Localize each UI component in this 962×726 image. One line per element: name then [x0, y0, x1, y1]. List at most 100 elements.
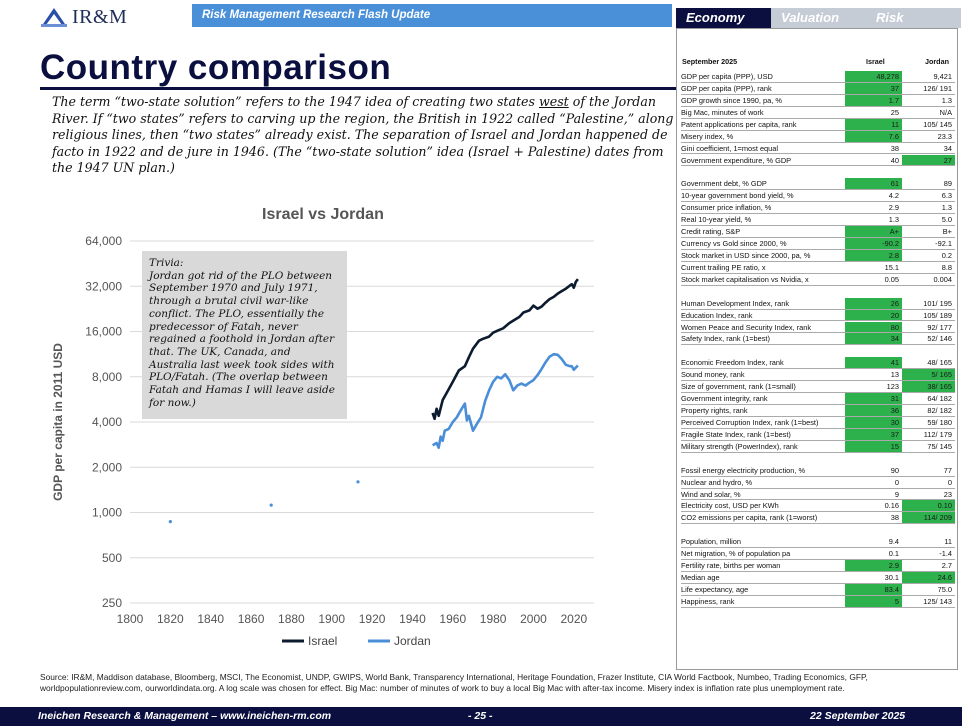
row-label: 10-year government bond yield, % [681, 191, 794, 201]
row-label: Currency vs Gold since 2000, % [681, 239, 787, 249]
row-label: Education Index, rank [681, 310, 753, 320]
row-divider [681, 404, 955, 405]
row-value-jordan: 23 [943, 489, 952, 499]
header-bar: Risk Management Research Flash Update [192, 4, 672, 27]
tab-economy[interactable]: Economy [676, 8, 771, 28]
row-label: Government integrity, rank [681, 394, 768, 404]
panel-row: Safety Index, rank (1=best) 34 52/ 146 [681, 333, 955, 346]
row-value-jordan: 77 [943, 465, 952, 475]
row-divider [681, 594, 955, 596]
row-divider [681, 117, 955, 119]
panel-row: Government integrity, rank 31 64/ 182 [681, 393, 955, 405]
x-tick-label: 1940 [399, 612, 426, 626]
row-value-israel: 36 [845, 405, 902, 417]
row-value-israel: 83.4 [845, 583, 902, 596]
row-label: Gini coefficient, 1=most equal [681, 143, 779, 153]
row-value-israel: 0.1 [888, 549, 899, 559]
y-tick-label: 16,000 [85, 325, 122, 339]
row-value-jordan: 64/ 182 [927, 394, 952, 404]
tab-valuation[interactable]: Valuation [771, 8, 866, 28]
row-value-jordan: 52/ 146 [927, 334, 952, 344]
panel-row: Sound money, rank 13 5/ 165 [681, 369, 955, 382]
panel-row: Stock market capitalisation vs Nvidia, x… [681, 274, 955, 286]
row-value-israel: 2.9 [888, 203, 899, 213]
row-label: Property rights, rank [681, 406, 748, 416]
panel-row: Fossil energy electricity production, % 9… [681, 465, 955, 477]
tab-risk[interactable]: Risk [866, 8, 961, 28]
row-divider [681, 582, 955, 584]
row-divider [681, 439, 955, 441]
row-value-jordan: 1.3 [941, 203, 952, 213]
row-divider [681, 236, 955, 238]
row-value-jordan: 125/ 143 [923, 596, 952, 606]
row-value-jordan: 75.0 [937, 584, 952, 594]
panel-row: Currency vs Gold since 2000, % -90.2 -92.1 [681, 238, 955, 250]
row-divider [681, 368, 955, 370]
panel-row: 10-year government bond yield, % 4.2 6.3 [681, 190, 955, 203]
panel-col-israel: Israel [866, 57, 885, 66]
row-divider [681, 547, 955, 549]
panel-row: Median age 30.1 24.6 [681, 572, 955, 584]
row-value-jordan: 0 [947, 477, 952, 487]
panel-row [681, 286, 955, 298]
row-label: Stock market capitalisation vs Nvidia, x [681, 274, 809, 284]
row-value-jordan: 0.2 [941, 250, 952, 260]
row-divider [681, 332, 955, 334]
footer-company: Ineichen Research & Management – www.ine… [38, 710, 332, 722]
x-tick-label: 1900 [318, 612, 345, 626]
comparison-panel: September 2025 Israel Jordan GDP per cap… [676, 28, 958, 670]
row-value-israel: 31 [845, 393, 902, 405]
x-tick-label: 1800 [117, 612, 144, 626]
row-value-jordan: 2.7 [941, 561, 952, 571]
panel-row: Credit rating, S&P A+ B+ [681, 226, 955, 238]
panel-row: Military strength (PowerIndex), rank 15 75… [681, 440, 955, 453]
x-tick-label: 1960 [439, 612, 466, 626]
row-label: Economic Freedom Index, rank [681, 358, 784, 368]
row-divider [681, 308, 955, 310]
panel-row: Current trailing PE ratio, x 15.1 8.8 [681, 262, 955, 274]
data-point [168, 519, 172, 524]
row-value-israel: 2.9 [845, 560, 902, 572]
intro-paragraph: The term “two-state solution” refers to … [52, 94, 674, 177]
panel-row: GDP per capita (PPP), USD 48,278 9,421 [681, 71, 955, 83]
panel-row [681, 166, 955, 178]
intro-text-1: The term “two-state solution” refers to … [52, 94, 539, 109]
row-value-israel: 11 [845, 118, 902, 131]
row-divider [681, 475, 955, 477]
row-value-jordan: 34 [943, 143, 952, 153]
row-label: Big Mac, minutes of work [681, 107, 764, 117]
row-value-jordan: N/A [939, 107, 952, 117]
row-label: GDP per capita (PPP), USD [681, 72, 773, 81]
panel-row: Fragile State Index, rank (1=best) 37 112/… [681, 428, 955, 441]
row-divider [681, 105, 955, 107]
panel-row: Size of government, rank (1=small) 123 38/… [681, 381, 955, 394]
row-value-jordan: 89 [943, 179, 952, 189]
x-tick-label: 1860 [238, 612, 265, 626]
row-label: Happiness, rank [681, 596, 735, 606]
row-label: Stock market in USD since 2000, pa, % [681, 250, 811, 260]
row-value-jordan: 6.3 [941, 191, 952, 201]
panel-row: Population, million 9.4 11 [681, 536, 955, 549]
row-value-israel: 7.6 [845, 130, 902, 143]
row-value-jordan: 8.8 [941, 262, 952, 272]
row-value-israel: 15 [845, 440, 902, 453]
row-value-israel: 30.1 [884, 573, 899, 583]
row-value-israel: 26 [845, 297, 902, 310]
y-tick-label: 8,000 [92, 370, 122, 384]
logo: IR&M [40, 6, 127, 29]
row-value-israel: 30 [845, 416, 902, 429]
panel-row: Life expectancy, age 83.4 75.0 [681, 583, 955, 596]
row-divider [681, 499, 955, 501]
panel-row: Consumer price inflation, % 2.9 1.3 [681, 202, 955, 215]
row-value-jordan: 112/ 179 [923, 429, 952, 439]
row-value-jordan: 92/ 177 [927, 322, 952, 332]
row-value-israel: 9 [894, 489, 899, 499]
x-tick-label: 1920 [359, 612, 386, 626]
row-label: Fertility rate, births per woman [681, 561, 781, 571]
row-divider [681, 225, 955, 227]
row-divider [681, 523, 955, 525]
footer-bar: Ineichen Research & Management – www.ine… [0, 707, 962, 726]
panel-row: Human Development Index, rank 26 101/ 195 [681, 297, 955, 310]
row-label: Consumer price inflation, % [681, 203, 772, 213]
x-tick-label: 1840 [197, 612, 224, 626]
